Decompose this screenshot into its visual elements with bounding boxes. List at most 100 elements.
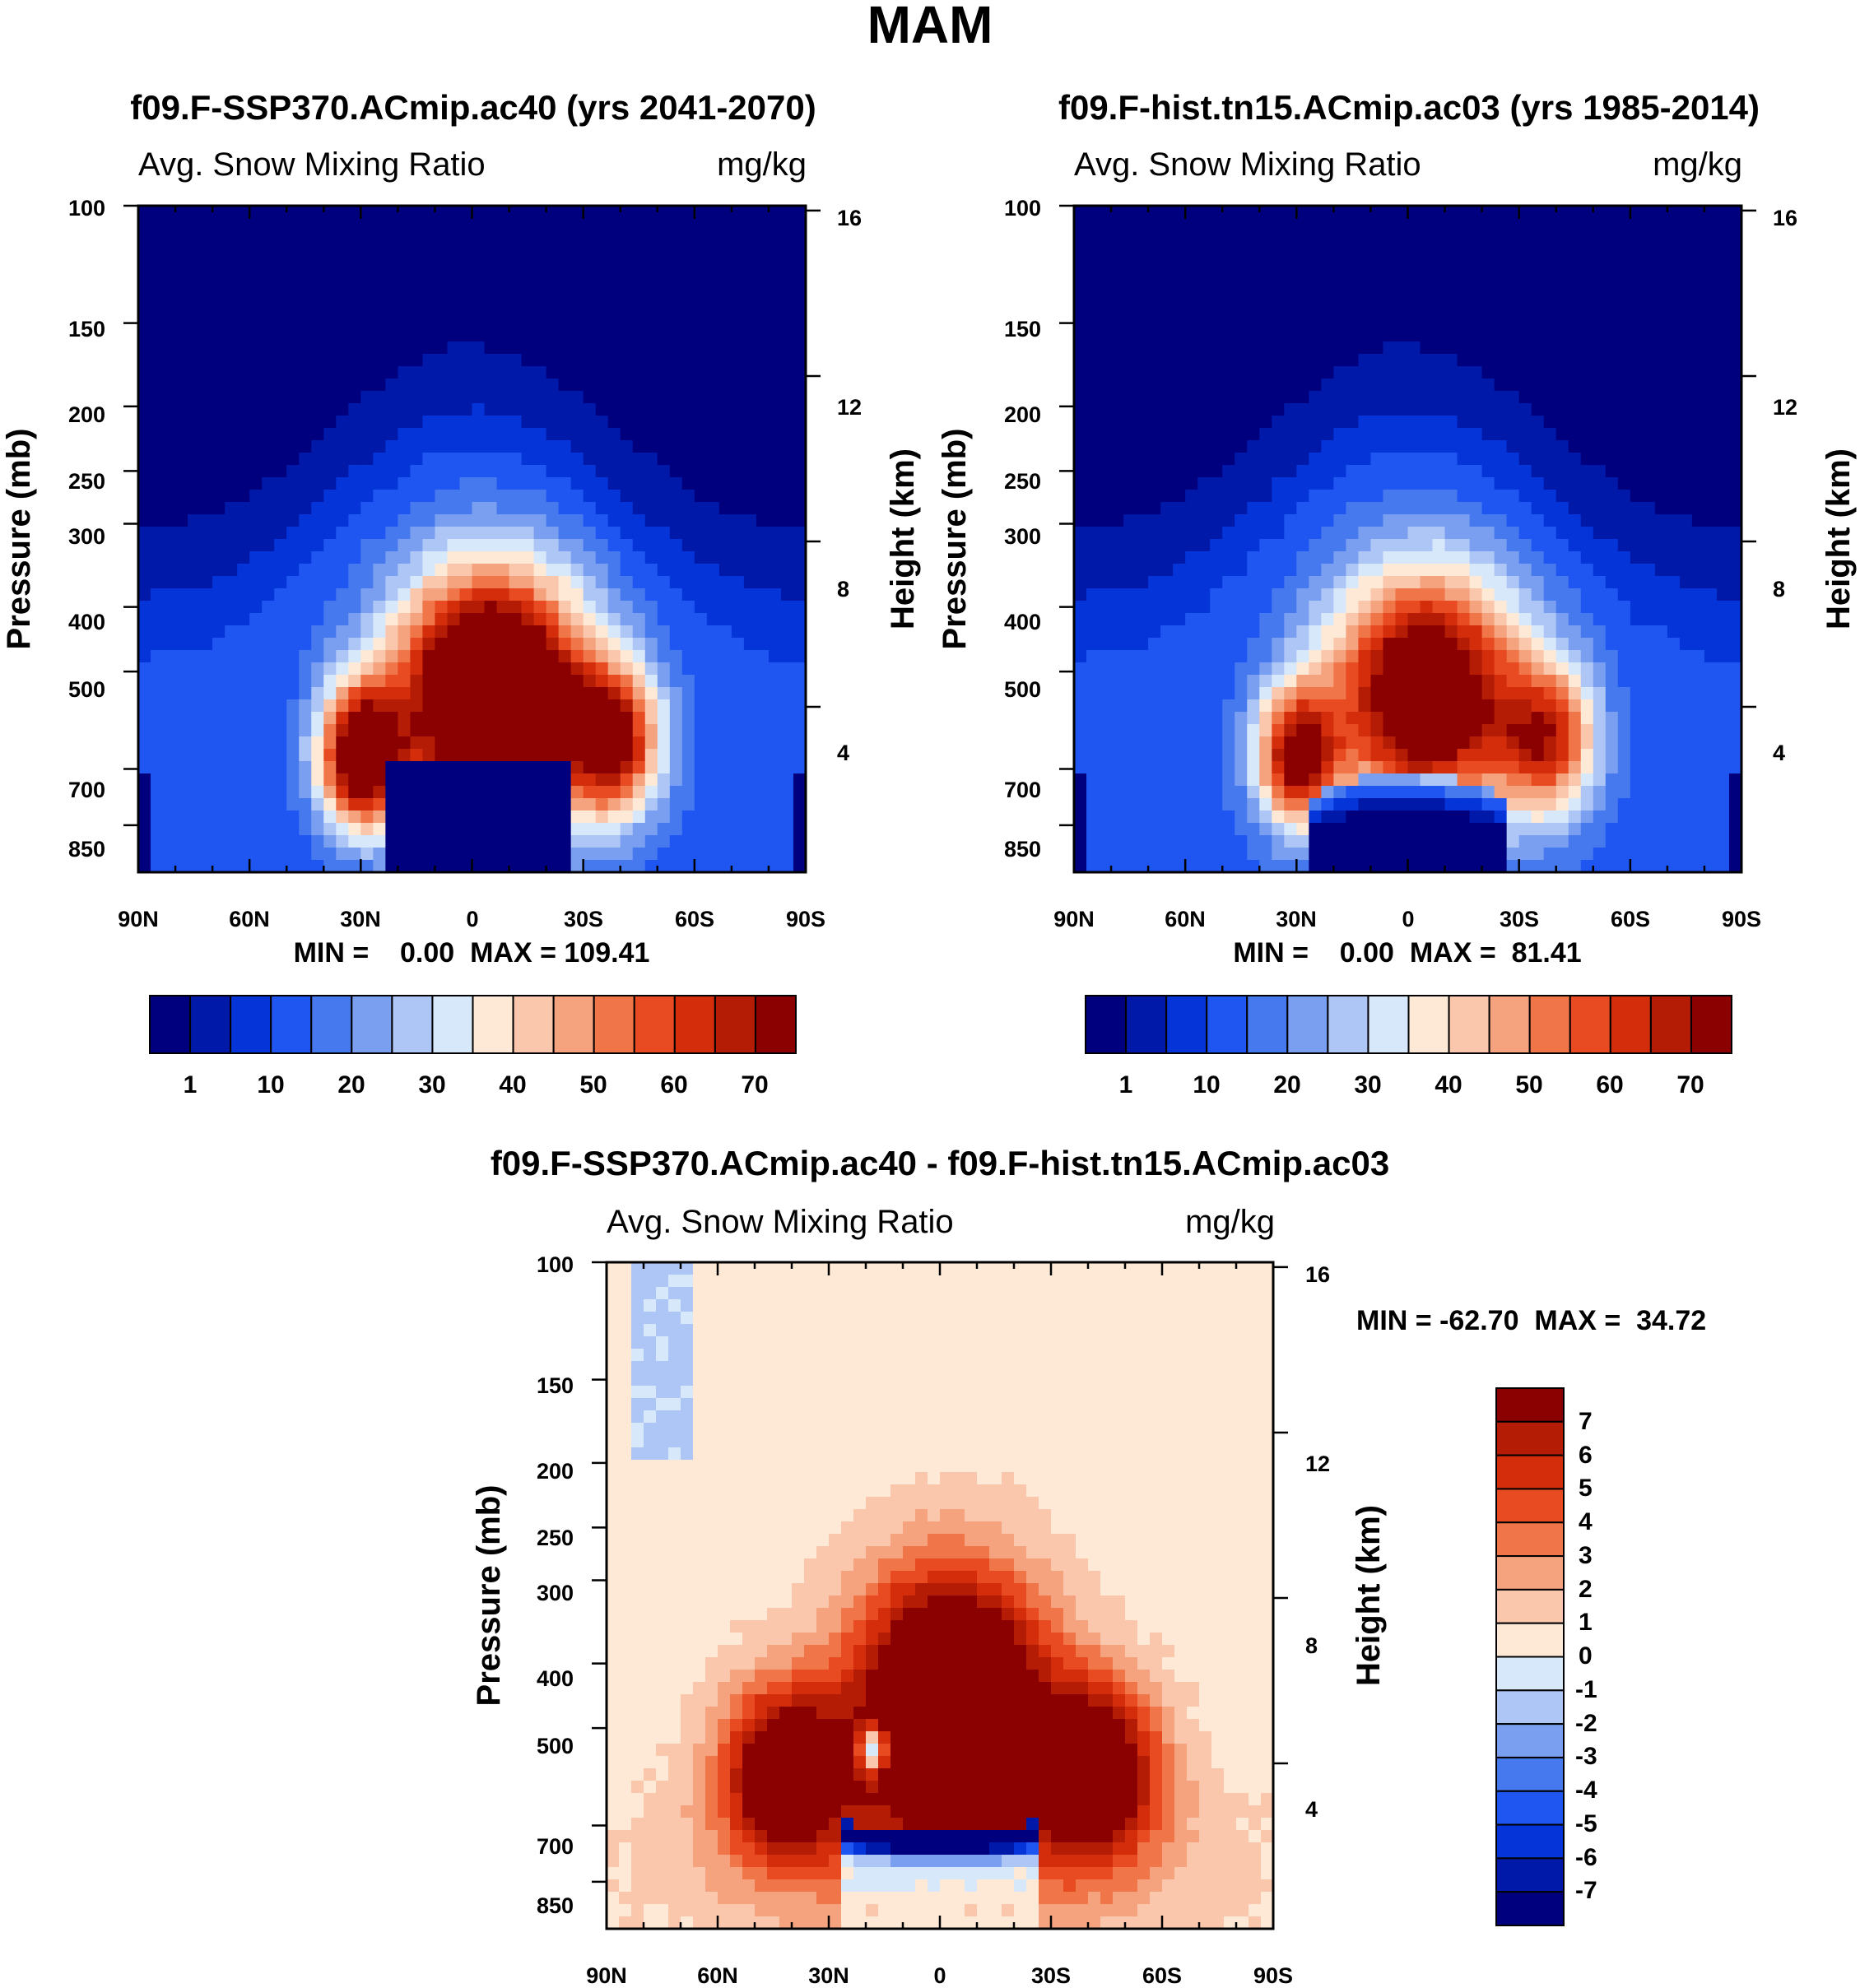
heatmap-cell	[496, 564, 510, 577]
heatmap-cell	[521, 625, 535, 639]
heatmap-cell	[373, 243, 386, 256]
heatmap-cell	[249, 736, 263, 750]
heatmap-cell	[1654, 440, 1668, 453]
heatmap-cell	[274, 514, 287, 527]
heatmap-cell	[1173, 206, 1186, 219]
heatmap-cell	[669, 613, 683, 626]
heatmap-cell	[348, 341, 361, 355]
heatmap-cell	[459, 366, 473, 379]
heatmap-cell	[595, 564, 609, 577]
y2-axis-title: Height (km)	[885, 448, 921, 629]
heatmap-cell	[1111, 329, 1124, 342]
heatmap-cell	[1630, 564, 1644, 577]
heatmap-cell	[1420, 230, 1434, 244]
heatmap-cell	[1420, 502, 1434, 515]
heatmap-cell	[509, 638, 523, 651]
heatmap-cell	[1420, 403, 1434, 416]
heatmap-cell	[731, 366, 745, 379]
heatmap-cell	[496, 440, 510, 453]
heatmap-cell	[286, 292, 300, 305]
heatmap-cell	[644, 206, 658, 219]
heatmap-cell	[756, 724, 770, 737]
heatmap-cell	[1531, 317, 1545, 330]
heatmap-cell	[780, 860, 794, 873]
heatmap-cell	[768, 267, 782, 281]
heatmap-cell	[212, 354, 226, 367]
heatmap-cell	[336, 403, 349, 416]
heatmap-cell	[200, 243, 213, 256]
heatmap-cell	[151, 539, 164, 552]
heatmap-cell	[706, 798, 720, 811]
heatmap-cell	[1259, 650, 1272, 663]
heatmap-cell	[360, 675, 374, 688]
heatmap-cell	[212, 712, 226, 725]
heatmap-cell	[718, 588, 732, 602]
heatmap-cell	[1074, 650, 1087, 663]
heatmap-cell	[756, 379, 770, 392]
heatmap-cell	[768, 292, 782, 305]
heatmap-cell	[1222, 576, 1235, 589]
heatmap-cell	[1197, 551, 1211, 564]
heatmap-cell	[1370, 428, 1384, 441]
heatmap-cell	[1432, 477, 1446, 490]
heatmap-cell	[793, 539, 807, 552]
heatmap-cell	[496, 724, 510, 737]
heatmap-cell	[311, 576, 324, 589]
heatmap-cell	[743, 267, 757, 281]
heatmap-cell	[422, 736, 436, 750]
heatmap-cell	[373, 650, 386, 663]
heatmap-cell	[163, 761, 176, 774]
heatmap-cell	[1457, 416, 1471, 429]
heatmap-cell	[323, 403, 337, 416]
heatmap-cell	[484, 329, 498, 342]
heatmap-cell	[1173, 416, 1186, 429]
heatmap-cell	[336, 465, 349, 478]
heatmap-cell	[1235, 391, 1248, 404]
heatmap-cell	[1160, 379, 1174, 392]
heatmap-cell	[410, 255, 424, 268]
heatmap-cell	[1185, 514, 1198, 527]
heatmap-cell	[385, 539, 398, 552]
heatmap-cell	[1407, 453, 1421, 466]
heatmap-cell	[681, 675, 695, 688]
heatmap-cell	[1383, 243, 1397, 256]
heatmap-cell	[768, 354, 782, 367]
heatmap-cell	[1432, 218, 1446, 231]
heatmap-cell	[1136, 416, 1149, 429]
heatmap-cell	[768, 243, 782, 256]
heatmap-cell	[731, 514, 745, 527]
heatmap-cell	[1173, 613, 1186, 626]
heatmap-cell	[1457, 403, 1471, 416]
heatmap-cell	[546, 230, 560, 244]
heatmap-cell	[1630, 440, 1644, 453]
heatmap-cell	[1173, 292, 1186, 305]
heatmap-cell	[1272, 255, 1285, 268]
heatmap-cell	[385, 823, 398, 836]
heatmap-cell	[1457, 477, 1471, 490]
heatmap-cell	[1296, 650, 1309, 663]
heatmap-cell	[509, 650, 523, 663]
heatmap-cell	[570, 773, 584, 787]
heatmap-cell	[558, 453, 572, 466]
heatmap-cell	[620, 391, 634, 404]
heatmap-cell	[632, 428, 646, 441]
heatmap-cell	[1358, 243, 1372, 256]
heatmap-cell	[225, 625, 238, 639]
heatmap-cell	[768, 539, 782, 552]
heatmap-cell	[225, 206, 238, 219]
heatmap-cell	[274, 440, 287, 453]
heatmap-cell	[1617, 453, 1631, 466]
heatmap-cell	[1555, 206, 1569, 219]
heatmap-cell	[225, 724, 238, 737]
heatmap-cell	[1222, 243, 1235, 256]
heatmap-cell	[595, 860, 609, 873]
heatmap-cell	[1284, 354, 1297, 367]
heatmap-cell	[706, 736, 720, 750]
heatmap-cell	[1136, 465, 1149, 478]
heatmap-cell	[175, 243, 188, 256]
heatmap-cell	[620, 341, 634, 355]
heatmap-cell	[496, 280, 510, 293]
heatmap-cell	[274, 687, 287, 700]
heatmap-cell	[706, 391, 720, 404]
heatmap-cell	[620, 576, 634, 589]
